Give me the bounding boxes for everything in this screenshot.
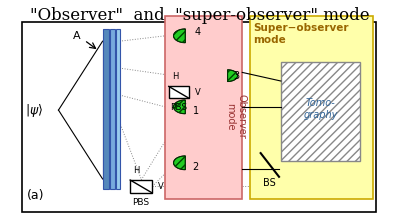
- Text: V: V: [158, 182, 164, 191]
- Text: 1: 1: [193, 106, 199, 116]
- Bar: [281, 62, 360, 161]
- Text: V: V: [194, 88, 200, 97]
- Text: PBS: PBS: [170, 103, 188, 112]
- Bar: [169, 86, 189, 98]
- Bar: [22, 22, 376, 212]
- Text: H: H: [172, 72, 178, 81]
- Bar: [102, 29, 109, 189]
- Bar: [116, 29, 120, 189]
- Polygon shape: [174, 100, 185, 114]
- Text: 4: 4: [194, 27, 201, 37]
- Text: Observer
mode: Observer mode: [225, 94, 247, 139]
- Polygon shape: [174, 156, 185, 170]
- Bar: [165, 16, 242, 199]
- Bar: [110, 29, 115, 189]
- Bar: [250, 16, 373, 199]
- Text: H: H: [134, 166, 140, 175]
- Polygon shape: [174, 29, 185, 43]
- Text: Tomo-
graphy: Tomo- graphy: [303, 98, 338, 120]
- Text: A: A: [73, 31, 81, 41]
- Bar: [130, 180, 152, 193]
- Text: 2: 2: [193, 162, 199, 172]
- Polygon shape: [228, 70, 238, 82]
- Text: 3: 3: [233, 71, 239, 81]
- Text: "Observer"  and  "super-observer" mode: "Observer" and "super-observer" mode: [30, 7, 370, 24]
- Text: Super−observer
mode: Super−observer mode: [253, 23, 349, 44]
- Text: (a): (a): [27, 189, 45, 202]
- Text: $|\psi\rangle$: $|\psi\rangle$: [25, 102, 44, 119]
- Text: BS: BS: [263, 178, 276, 188]
- Text: PBS: PBS: [133, 198, 150, 207]
